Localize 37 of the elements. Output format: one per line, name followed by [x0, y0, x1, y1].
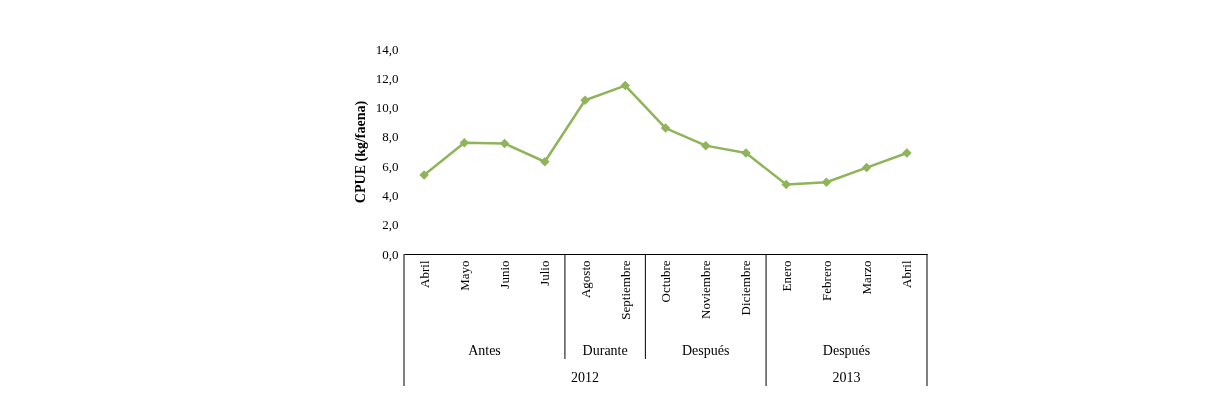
- y-tick-label: 10,0: [375, 100, 399, 116]
- text: Después: [682, 343, 730, 358]
- x-tick-label: Febrero: [818, 260, 834, 301]
- x-tick-label: Octubre: [658, 260, 673, 303]
- x-tick-label: Mayo: [456, 260, 472, 291]
- y-tick-label: 12,0: [375, 70, 399, 86]
- text: Durante: [582, 343, 628, 358]
- x-tick-label: Enero: [778, 260, 794, 292]
- point: [781, 179, 791, 190]
- x-tick-label: Diciembre: [738, 260, 754, 316]
- text: 2012: [571, 370, 600, 385]
- point: [861, 162, 872, 173]
- x-tick-label: Agosto: [577, 260, 593, 299]
- y-axis-title: CPUE (kg/faena): [352, 100, 369, 204]
- x-tick-label: Noviembre: [698, 260, 714, 319]
- y-tick-label: 6,0: [382, 158, 399, 174]
- point: [660, 123, 671, 133]
- point: [620, 80, 631, 91]
- text: Antes: [468, 343, 501, 358]
- y-tick-label: 0,0: [382, 246, 399, 262]
- y-tick-label: 2,0: [382, 217, 399, 233]
- text: 2013: [832, 370, 861, 385]
- x-tick-label: Marzo: [859, 260, 875, 295]
- x-tick-label: Abril: [416, 260, 432, 288]
- y-tick-label: 4,0: [382, 187, 399, 203]
- x-tick-label: Junio: [497, 260, 513, 289]
- point: [700, 140, 711, 151]
- point: [540, 157, 550, 167]
- x-tick-label: Julio: [537, 260, 553, 286]
- point: [499, 138, 510, 149]
- y-tick-label: 8,0: [382, 129, 399, 145]
- y-tick-label: 14,0: [375, 41, 399, 57]
- text: Después: [822, 343, 871, 358]
- point: [580, 95, 590, 105]
- x-tick-label: Abril: [899, 260, 915, 288]
- point: [821, 177, 832, 187]
- x-tick-label: Septiembre: [617, 260, 633, 320]
